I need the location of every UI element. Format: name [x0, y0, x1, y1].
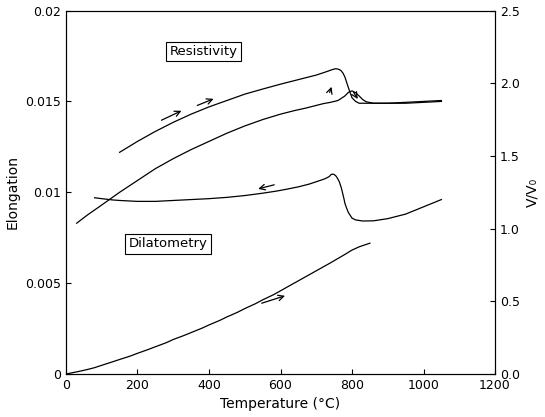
Y-axis label: Elongation: Elongation [5, 155, 20, 229]
X-axis label: Temperature (°C): Temperature (°C) [220, 397, 341, 412]
Y-axis label: V/V₀: V/V₀ [525, 178, 540, 207]
Text: Resistivity: Resistivity [169, 45, 238, 58]
Text: Dilatometry: Dilatometry [129, 237, 208, 251]
